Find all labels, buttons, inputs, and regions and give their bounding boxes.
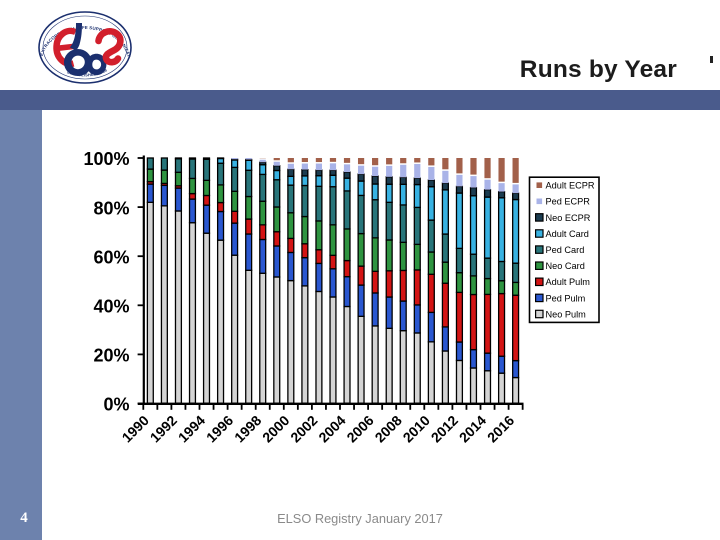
svg-text:20%: 20% — [93, 346, 129, 366]
svg-text:1996: 1996 — [203, 412, 236, 445]
svg-text:2000: 2000 — [259, 412, 292, 445]
svg-text:Adult Card: Adult Card — [546, 229, 589, 239]
svg-text:80%: 80% — [93, 198, 129, 218]
svg-text:2014: 2014 — [456, 412, 489, 445]
svg-text:Neo ECPR: Neo ECPR — [546, 213, 591, 223]
svg-text:Neo Pulm: Neo Pulm — [546, 309, 587, 319]
svg-text:Ped ECPR: Ped ECPR — [546, 197, 591, 207]
svg-text:1992: 1992 — [147, 412, 180, 445]
svg-text:Adult Pulm: Adult Pulm — [546, 277, 591, 287]
svg-text:0%: 0% — [103, 395, 129, 415]
svg-text:Ped Pulm: Ped Pulm — [546, 293, 586, 303]
svg-text:2002: 2002 — [287, 412, 320, 445]
svg-text:2004: 2004 — [315, 412, 348, 445]
svg-text:Ped Card: Ped Card — [546, 245, 585, 255]
svg-text:2010: 2010 — [400, 412, 433, 445]
svg-text:60%: 60% — [93, 247, 129, 267]
svg-text:1990: 1990 — [119, 412, 152, 445]
svg-text:2012: 2012 — [428, 412, 461, 445]
svg-text:40%: 40% — [93, 297, 129, 317]
svg-text:1994: 1994 — [175, 412, 208, 445]
svg-text:2006: 2006 — [343, 412, 376, 445]
svg-text:2016: 2016 — [484, 412, 517, 445]
svg-text:Adult ECPR: Adult ECPR — [546, 181, 595, 191]
svg-text:100%: 100% — [83, 149, 129, 169]
svg-text:1998: 1998 — [231, 412, 264, 445]
svg-text:2008: 2008 — [372, 412, 405, 445]
svg-text:Neo Card: Neo Card — [546, 261, 585, 271]
